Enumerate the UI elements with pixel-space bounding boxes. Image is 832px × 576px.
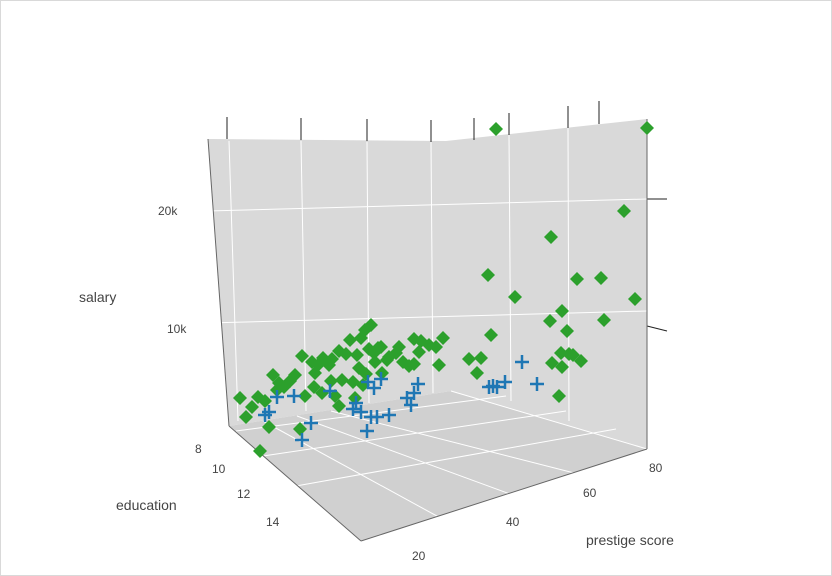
data-point-cross[interactable] <box>515 355 529 369</box>
data-point-diamond[interactable] <box>307 380 321 394</box>
data-point-cross[interactable] <box>346 402 360 416</box>
data-point-diamond[interactable] <box>332 344 346 358</box>
data-point-diamond[interactable] <box>489 122 503 136</box>
data-point-cross[interactable] <box>530 377 544 391</box>
data-point-cross[interactable] <box>360 424 374 438</box>
data-point-diamond[interactable] <box>293 422 307 436</box>
y-tick-label: 10 <box>212 462 226 476</box>
data-point-diamond[interactable] <box>354 331 368 345</box>
data-point-diamond[interactable] <box>552 389 566 403</box>
data-point-diamond[interactable] <box>350 348 364 362</box>
data-point-diamond[interactable] <box>484 328 498 342</box>
data-point-diamond[interactable] <box>412 345 426 359</box>
data-point-diamond[interactable] <box>560 324 574 338</box>
z-tick-label: 20k <box>158 204 178 218</box>
data-point-diamond[interactable] <box>262 420 276 434</box>
data-point-diamond[interactable] <box>374 340 388 354</box>
data-point-diamond[interactable] <box>343 333 357 347</box>
data-point-cross[interactable] <box>498 375 512 389</box>
z-tick-label: 10k <box>167 322 187 336</box>
data-point-diamond[interactable] <box>432 358 446 372</box>
data-point-cross[interactable] <box>354 405 368 419</box>
floor-plane <box>229 391 647 541</box>
data-point-diamond[interactable] <box>402 359 416 373</box>
data-point-diamond[interactable] <box>253 444 267 458</box>
data-point-diamond[interactable] <box>597 313 611 327</box>
data-point-cross[interactable] <box>382 408 396 422</box>
data-point-cross[interactable] <box>304 416 318 430</box>
data-point-cross[interactable] <box>486 379 500 393</box>
data-point-diamond[interactable] <box>617 204 631 218</box>
data-point-cross[interactable] <box>323 384 337 398</box>
data-point-cross[interactable] <box>374 372 388 386</box>
points-layer <box>233 121 654 458</box>
data-point-diamond[interactable] <box>324 374 338 388</box>
data-point-cross[interactable] <box>270 390 284 404</box>
box-edges <box>207 119 648 542</box>
data-point-cross[interactable] <box>411 377 425 391</box>
data-point-diamond[interactable] <box>462 352 476 366</box>
data-point-diamond[interactable] <box>239 410 253 424</box>
data-point-diamond[interactable] <box>368 355 382 369</box>
y-tick-label: 14 <box>266 515 280 529</box>
x-tick-label: 80 <box>649 461 663 475</box>
data-point-diamond[interactable] <box>422 338 436 352</box>
data-point-diamond[interactable] <box>481 268 495 282</box>
data-point-diamond[interactable] <box>570 272 584 286</box>
data-point-diamond[interactable] <box>628 292 642 306</box>
y-tick-label: 8 <box>195 442 202 456</box>
data-point-diamond[interactable] <box>233 391 247 405</box>
data-point-cross[interactable] <box>361 375 375 389</box>
data-point-diamond[interactable] <box>407 332 421 346</box>
data-point-diamond[interactable] <box>574 354 588 368</box>
x-tick-label: 60 <box>583 486 597 500</box>
data-point-diamond[interactable] <box>594 271 608 285</box>
data-point-diamond[interactable] <box>359 367 373 381</box>
data-point-diamond[interactable] <box>295 349 309 363</box>
data-point-cross[interactable] <box>404 398 418 412</box>
data-point-cross[interactable] <box>258 408 272 422</box>
data-point-diamond[interactable] <box>474 351 488 365</box>
data-point-diamond[interactable] <box>544 230 558 244</box>
y-tick-label: 12 <box>237 487 251 501</box>
x-tick-label: 20 <box>412 549 426 563</box>
x-tick-label: 40 <box>506 515 520 529</box>
data-point-diamond[interactable] <box>298 389 312 403</box>
tick-marks <box>226 101 668 332</box>
data-point-diamond[interactable] <box>308 366 322 380</box>
data-point-diamond[interactable] <box>543 314 557 328</box>
data-point-diamond[interactable] <box>436 331 450 345</box>
data-point-diamond[interactable] <box>640 121 654 135</box>
y-axis-title: education <box>116 497 177 513</box>
data-point-cross[interactable] <box>367 381 381 395</box>
data-point-cross[interactable] <box>370 410 384 424</box>
z-axis-title: salary <box>79 289 116 305</box>
data-point-cross[interactable] <box>287 389 301 403</box>
data-point-cross[interactable] <box>295 433 309 447</box>
data-point-diamond[interactable] <box>266 368 280 382</box>
x-axis-title: prestige score <box>586 532 674 548</box>
data-point-diamond[interactable] <box>508 290 522 304</box>
data-point-diamond[interactable] <box>555 304 569 318</box>
data-point-diamond[interactable] <box>251 390 265 404</box>
data-point-diamond[interactable] <box>245 400 259 414</box>
data-point-diamond[interactable] <box>305 355 319 369</box>
data-point-diamond[interactable] <box>335 373 349 387</box>
data-point-diamond[interactable] <box>470 366 484 380</box>
data-point-diamond[interactable] <box>555 360 569 374</box>
data-point-diamond[interactable] <box>382 350 396 364</box>
data-point-diamond[interactable] <box>332 399 346 413</box>
data-point-cross[interactable] <box>349 396 363 410</box>
